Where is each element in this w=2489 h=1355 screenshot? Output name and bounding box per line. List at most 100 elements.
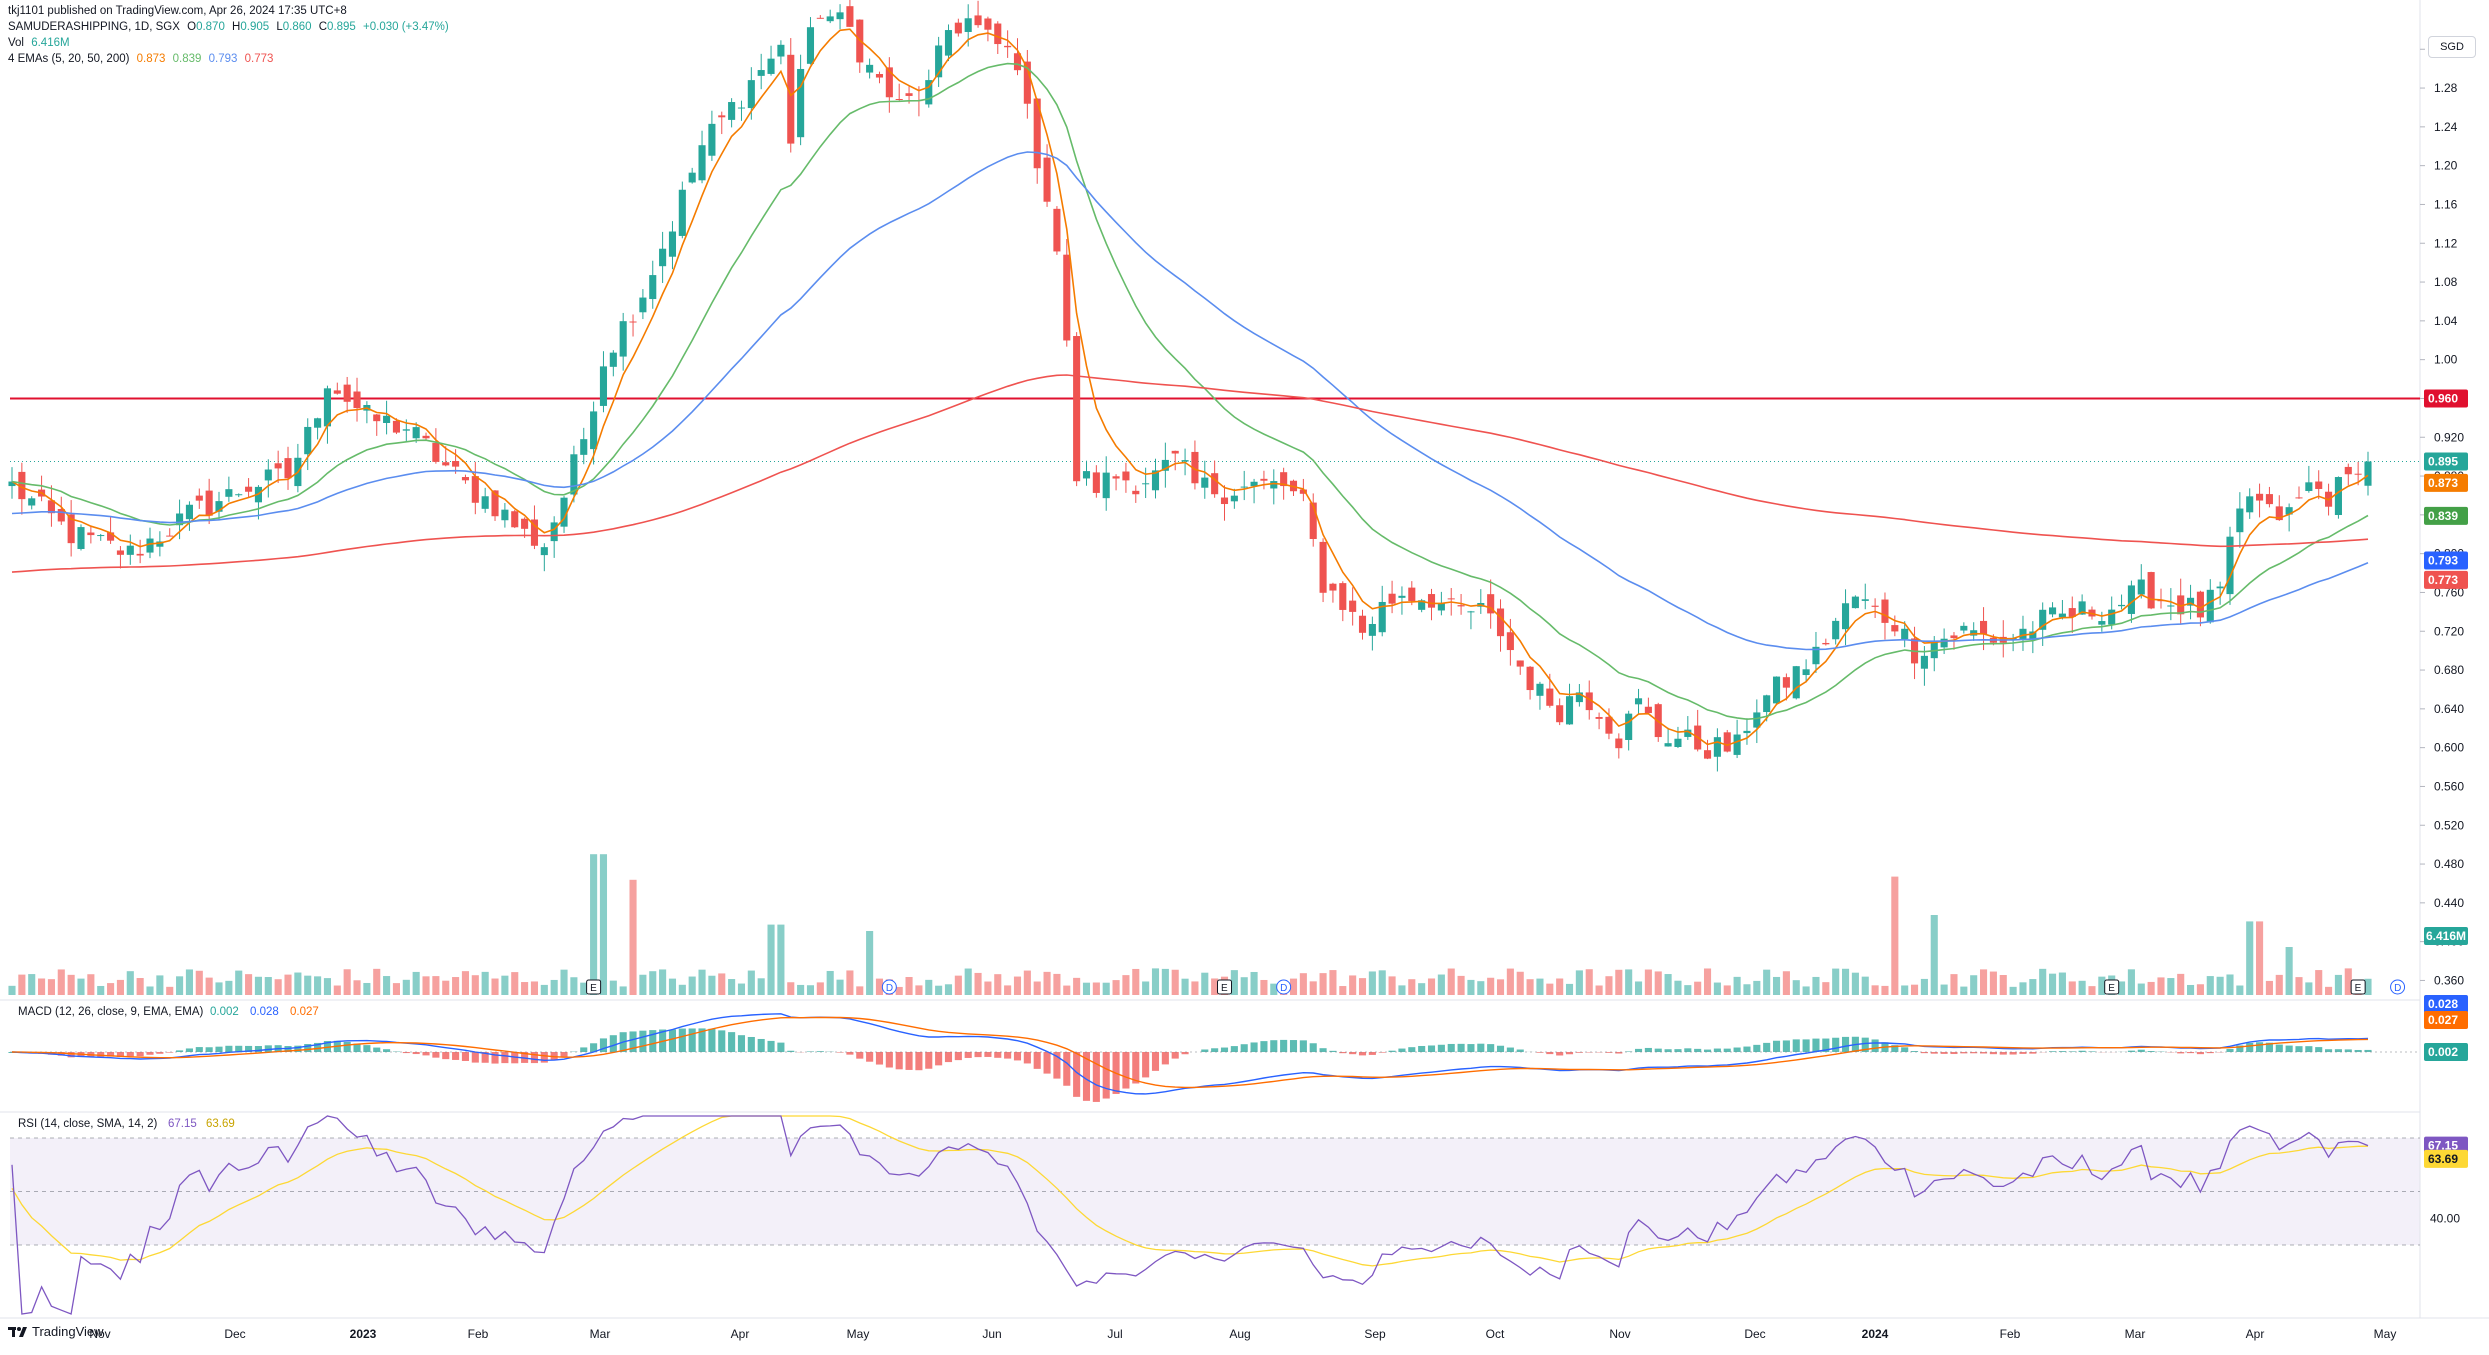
- macd-histogram-bar: [1142, 1052, 1149, 1077]
- candle-body: [2295, 497, 2302, 498]
- volume-legend[interactable]: Vol 6.416M: [8, 36, 74, 51]
- macd-histogram-bar: [610, 1035, 617, 1052]
- macd-histogram-bar: [1320, 1048, 1327, 1052]
- volume-bar: [1063, 986, 1070, 995]
- candle-body: [1053, 209, 1060, 252]
- price-tick-label: 0.560: [2434, 779, 2464, 793]
- volume-bar: [1615, 970, 1622, 995]
- macd-histogram-bar: [1507, 1048, 1514, 1052]
- volume-bar: [1980, 969, 1987, 995]
- volume-bar: [521, 982, 528, 995]
- candle-body: [1941, 639, 1948, 648]
- ema-legend[interactable]: 4 EMAs (5, 20, 50, 200) 0.873 0.839 0.79…: [8, 52, 277, 67]
- candle-body: [186, 505, 193, 519]
- candle-body: [551, 522, 558, 541]
- candle-body: [896, 99, 903, 100]
- volume-bar: [146, 986, 153, 995]
- time-axis-label: Apr: [731, 1327, 750, 1341]
- macd-histogram-bar: [708, 1029, 715, 1052]
- macd-histogram-bar: [1152, 1052, 1159, 1071]
- volume-bar: [1477, 981, 1484, 995]
- macd-histogram-bar: [2246, 1043, 2253, 1052]
- volume-bar: [68, 975, 75, 995]
- macd-histogram-bar: [1556, 1052, 1563, 1055]
- ema20-value: 0.839: [173, 53, 202, 65]
- candle-body: [206, 491, 213, 516]
- published-line: tkj1101 published on TradingView.com, Ap…: [8, 4, 347, 19]
- macd-histogram-bar: [915, 1052, 922, 1070]
- candle-body: [1359, 616, 1366, 633]
- volume-bar: [117, 980, 124, 995]
- macd-histogram-bar: [580, 1047, 587, 1052]
- volume-bar: [403, 980, 410, 995]
- volume-bar: [1024, 971, 1031, 995]
- currency-badge[interactable]: SGD: [2428, 36, 2476, 58]
- macd-histogram-bar: [452, 1052, 459, 1060]
- macd-histogram-bar: [1714, 1049, 1721, 1052]
- candle-body: [620, 321, 627, 356]
- macd-histogram-bar: [1477, 1044, 1484, 1052]
- volume-bar: [1950, 974, 1957, 995]
- volume-bar: [1438, 975, 1445, 995]
- candle-body: [1329, 584, 1336, 591]
- ema-label: 4 EMAs (5, 20, 50, 200): [8, 53, 129, 65]
- macd-histogram-bar: [501, 1052, 508, 1063]
- volume-bar: [1605, 976, 1612, 995]
- volume-bar: [432, 976, 439, 995]
- volume-bar: [610, 981, 617, 995]
- macd-histogram-bar: [1359, 1052, 1366, 1055]
- candle-body: [639, 298, 646, 313]
- volume-bar: [975, 973, 982, 995]
- candle-body: [2256, 494, 2263, 501]
- candle-body: [1507, 632, 1514, 650]
- volume-bar: [708, 976, 715, 995]
- candle-body: [1743, 731, 1750, 733]
- candle-body: [383, 416, 390, 423]
- macd-histogram-bar: [1487, 1044, 1494, 1052]
- ohlc-open-label: O: [187, 21, 196, 33]
- volume-bar: [413, 972, 420, 995]
- macd-histogram-bar: [1763, 1043, 1770, 1052]
- volume-bar: [758, 978, 765, 995]
- volume-bar: [600, 854, 607, 995]
- volume-bar: [1458, 976, 1465, 995]
- macd-histogram-bar: [373, 1048, 380, 1052]
- volume-bar: [206, 978, 213, 995]
- volume-bar: [659, 969, 666, 995]
- candle-body: [353, 392, 360, 409]
- volume-bar: [1862, 977, 1869, 995]
- candle-body: [1635, 698, 1642, 704]
- candle-body: [689, 173, 696, 183]
- macd-histogram-bar: [955, 1052, 962, 1060]
- price-tick-label: 0.720: [2434, 624, 2464, 638]
- volume-bar: [1497, 979, 1504, 995]
- volume-bar: [590, 854, 597, 995]
- time-axis-label: Nov: [1609, 1327, 1630, 1341]
- candle-body: [1556, 705, 1563, 722]
- symbol-name[interactable]: SAMUDERASHIPPING, 1D, SGX: [8, 21, 180, 33]
- macd-histogram-bar: [2256, 1042, 2263, 1052]
- volume-bar: [1310, 981, 1317, 995]
- candle-body: [1980, 621, 1987, 634]
- macd-histogram-bar: [1812, 1039, 1819, 1052]
- volume-bar: [1014, 977, 1021, 995]
- macd-histogram-bar: [1448, 1044, 1455, 1052]
- volume-bar: [915, 985, 922, 995]
- candle-body: [1724, 732, 1731, 751]
- price-tick-label: 0.680: [2434, 663, 2464, 677]
- candle-body: [1842, 603, 1849, 629]
- candle-body: [324, 388, 331, 426]
- volume-bar: [1073, 978, 1080, 995]
- volume-bar: [2069, 981, 2076, 995]
- tradingview-logo[interactable]: TradingView: [8, 1324, 104, 1339]
- volume-bar: [649, 971, 656, 995]
- last-price-tag: 0.895: [2428, 455, 2458, 469]
- macd-histogram-bar: [472, 1052, 479, 1063]
- volume-bar: [1004, 985, 1011, 995]
- macd-histogram-bar: [758, 1039, 765, 1052]
- volume-bar: [1448, 969, 1455, 995]
- candle-body: [432, 443, 439, 462]
- macd-histogram-bar: [1034, 1052, 1041, 1069]
- macd-histogram-bar: [1211, 1048, 1218, 1052]
